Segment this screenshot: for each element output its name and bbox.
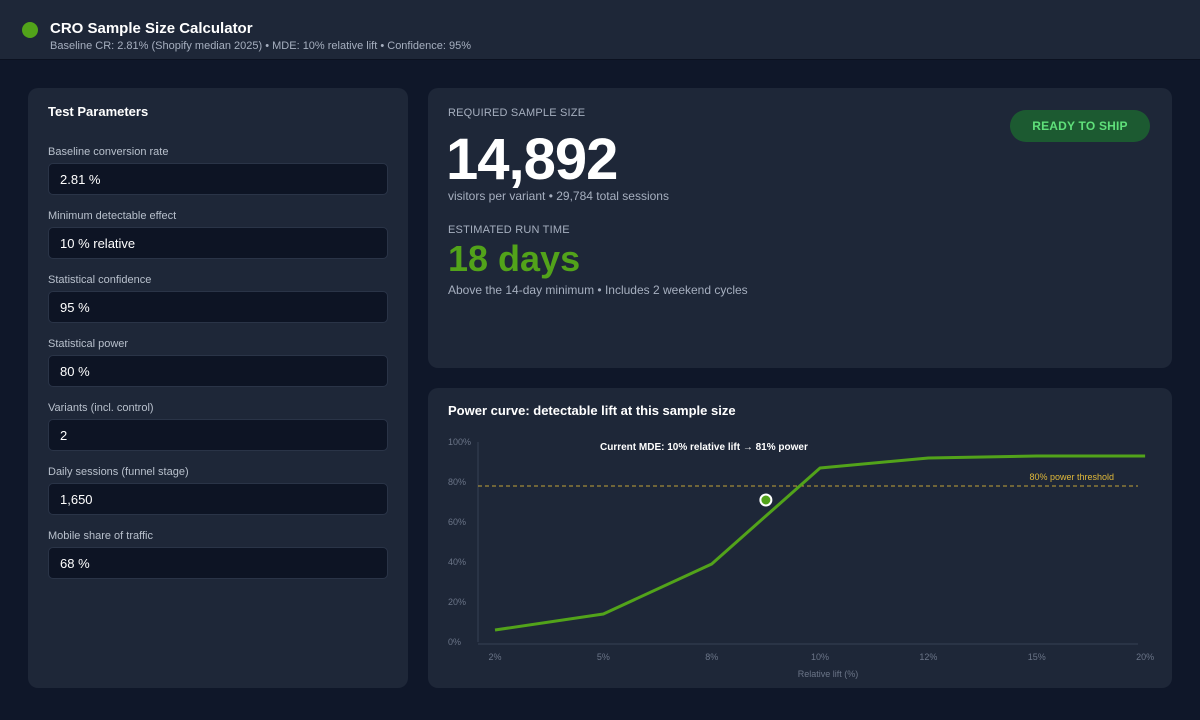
runtime-detail: Above the 14-day minimum • Includes 2 we… <box>448 283 748 297</box>
power-curve-panel: Power curve: detectable lift at this sam… <box>428 388 1172 688</box>
baseline-rate-input[interactable]: 2.81 % <box>48 163 388 195</box>
app-subtitle: Baseline CR: 2.81% (Shopify median 2025)… <box>50 40 472 52</box>
ready-to-ship-badge[interactable]: READY TO SHIP <box>1010 110 1150 142</box>
baseline-rate-label: Baseline conversion rate <box>48 146 169 158</box>
threshold-label: 80% power threshold <box>1029 472 1114 482</box>
x-tick-label: 10% <box>811 652 829 662</box>
variants-input[interactable]: 2 <box>48 419 388 451</box>
power-label: Statistical power <box>48 338 129 350</box>
sample-size-value: 14,892 <box>446 127 618 192</box>
test-parameters-panel: Test Parameters Baseline conversion rate… <box>28 88 408 688</box>
result-panel: REQUIRED SAMPLE SIZE 14,892 visitors per… <box>428 88 1172 368</box>
top-bar: CRO Sample Size Calculator Baseline CR: … <box>0 0 1200 60</box>
confidence-label: Statistical confidence <box>48 274 152 286</box>
x-tick-label: 20% <box>1136 652 1154 662</box>
y-tick-label: 40% <box>448 557 466 567</box>
y-tick-label: 20% <box>448 597 466 607</box>
current-mde-marker <box>759 493 773 507</box>
x-tick-label: 2% <box>488 652 501 662</box>
x-axis-label: Relative lift (%) <box>798 669 859 679</box>
runtime-label: ESTIMATED RUN TIME <box>448 224 570 236</box>
app-title: CRO Sample Size Calculator <box>50 20 253 37</box>
y-tick-label: 60% <box>448 517 466 527</box>
x-tick-label: 15% <box>1028 652 1046 662</box>
chart-title: Power curve: detectable lift at this sam… <box>448 403 736 418</box>
panel-title: Test Parameters <box>48 104 149 119</box>
sample-size-detail: visitors per variant • 29,784 total sess… <box>448 189 669 203</box>
mde-input[interactable]: 10 % relative <box>48 227 388 259</box>
mobile-share-label: Mobile share of traffic <box>48 530 153 542</box>
daily-sessions-input[interactable]: 1,650 <box>48 483 388 515</box>
power-curve-chart: 0% 20% 40% 60% 80% 100% 2% 5% 8% 10% 12% 15% 20% Rela… <box>448 437 1154 679</box>
mobile-share-input[interactable]: 68 % <box>48 547 388 579</box>
y-tick-label: 80% <box>448 477 466 487</box>
daily-sessions-label: Daily sessions (funnel stage) <box>48 466 189 478</box>
power-input[interactable]: 80 % <box>48 355 388 387</box>
x-tick-label: 5% <box>597 652 610 662</box>
current-mde-annotation: Current MDE: 10% relative lift → 81% pow… <box>600 442 808 453</box>
runtime-value: 18 days <box>448 238 581 279</box>
y-tick-label: 0% <box>448 637 461 647</box>
status-dot-icon <box>22 22 38 38</box>
x-tick-label: 8% <box>705 652 718 662</box>
sample-size-label: REQUIRED SAMPLE SIZE <box>448 107 586 119</box>
mde-label: Minimum detectable effect <box>48 210 177 222</box>
variants-label: Variants (incl. control) <box>48 402 154 414</box>
series-line <box>494 454 1146 632</box>
confidence-input[interactable]: 95 % <box>48 291 388 323</box>
y-tick-label: 100% <box>448 437 471 447</box>
x-tick-label: 12% <box>919 652 937 662</box>
